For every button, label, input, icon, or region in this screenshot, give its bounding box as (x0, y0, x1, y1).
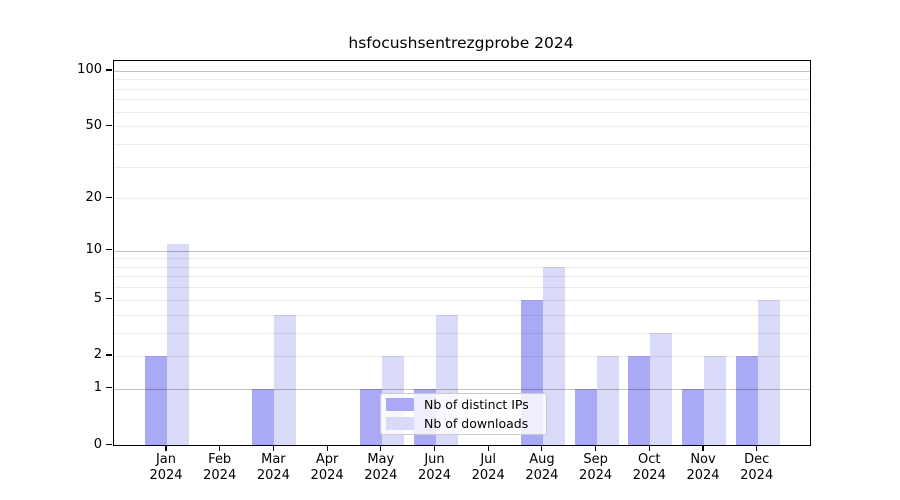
legend-swatch-downloads (386, 417, 414, 430)
y-axis-tick (106, 387, 112, 389)
x-axis-tick (541, 445, 543, 451)
x-axis-tick (487, 445, 489, 451)
legend: Nb of distinct IPs Nb of downloads (380, 393, 547, 435)
y-axis-tick (106, 298, 112, 300)
legend-label-downloads: Nb of downloads (424, 416, 529, 431)
legend-label-distinct-ips: Nb of distinct IPs (424, 397, 529, 412)
plot-area (113, 60, 811, 446)
y-tick-label-1: 1 (93, 380, 102, 396)
x-tick-label-oct: Oct 2024 (632, 452, 666, 483)
y-tick-label-0: 0 (93, 436, 102, 452)
legend-swatch-distinct-ips (386, 398, 414, 411)
bar-downloads-aug (542, 266, 565, 445)
x-tick-label-jun: Jun 2024 (417, 452, 452, 483)
bar-distinct-ips-dec (735, 355, 758, 445)
bar-distinct-ips-oct (628, 355, 651, 445)
legend-entry-distinct-ips: Nb of distinct IPs (386, 397, 539, 412)
x-tick-label-dec: Dec 2024 (740, 452, 774, 483)
y-axis-tick (106, 196, 112, 198)
y-tick-label-10: 10 (85, 242, 102, 258)
x-tick-label-sep: Sep 2024 (579, 452, 613, 483)
x-tick-label-jul: Jul 2024 (471, 452, 505, 483)
bar-distinct-ips-mar (252, 388, 275, 445)
x-axis-tick (595, 445, 597, 451)
y-tick-label-100: 100 (77, 62, 102, 78)
bar-distinct-ips-may (359, 388, 382, 445)
bar-downloads-mar (274, 314, 297, 445)
x-tick-label-aug: Aug 2024 (525, 452, 559, 483)
y-axis-tick (106, 249, 112, 251)
x-tick-label-jan: Jan 2024 (149, 452, 183, 483)
x-axis-tick (219, 445, 221, 451)
x-tick-label-may: May 2024 (364, 452, 398, 483)
bar-downloads-nov (704, 355, 726, 445)
x-tick-label-nov: Nov 2024 (686, 452, 720, 483)
bar-downloads-dec (757, 299, 780, 445)
x-axis-tick (702, 445, 704, 451)
bar-downloads-jan (167, 243, 189, 445)
y-tick-label-5: 5 (93, 291, 102, 307)
x-tick-label-apr: Apr 2024 (310, 452, 344, 483)
x-axis-tick (648, 445, 650, 451)
x-tick-label-mar: Mar 2024 (256, 452, 290, 483)
y-tick-label-50: 50 (85, 117, 102, 133)
bars-layer (114, 61, 810, 445)
chart-title: hsfocushsentrezgprobe 2024 (348, 34, 574, 52)
x-tick-label-feb: Feb 2024 (203, 452, 237, 483)
bar-distinct-ips-nov (682, 388, 704, 445)
bar-downloads-oct (650, 332, 673, 445)
y-axis-tick (106, 69, 112, 71)
x-axis-tick (165, 445, 167, 451)
x-axis-tick (380, 445, 382, 451)
y-axis-tick (106, 124, 112, 126)
y-tick-label-20: 20 (85, 189, 102, 205)
bar-downloads-sep (596, 355, 619, 445)
y-axis-tick (106, 354, 112, 356)
legend-entry-downloads: Nb of downloads (386, 416, 539, 431)
bar-distinct-ips-jan (145, 355, 167, 445)
x-axis-tick (326, 445, 328, 451)
bar-distinct-ips-sep (574, 388, 597, 445)
y-axis-tick (106, 443, 112, 445)
y-tick-label-2: 2 (93, 347, 102, 363)
x-axis-tick (433, 445, 436, 451)
x-axis-tick (756, 445, 758, 451)
x-axis-tick (272, 445, 274, 451)
